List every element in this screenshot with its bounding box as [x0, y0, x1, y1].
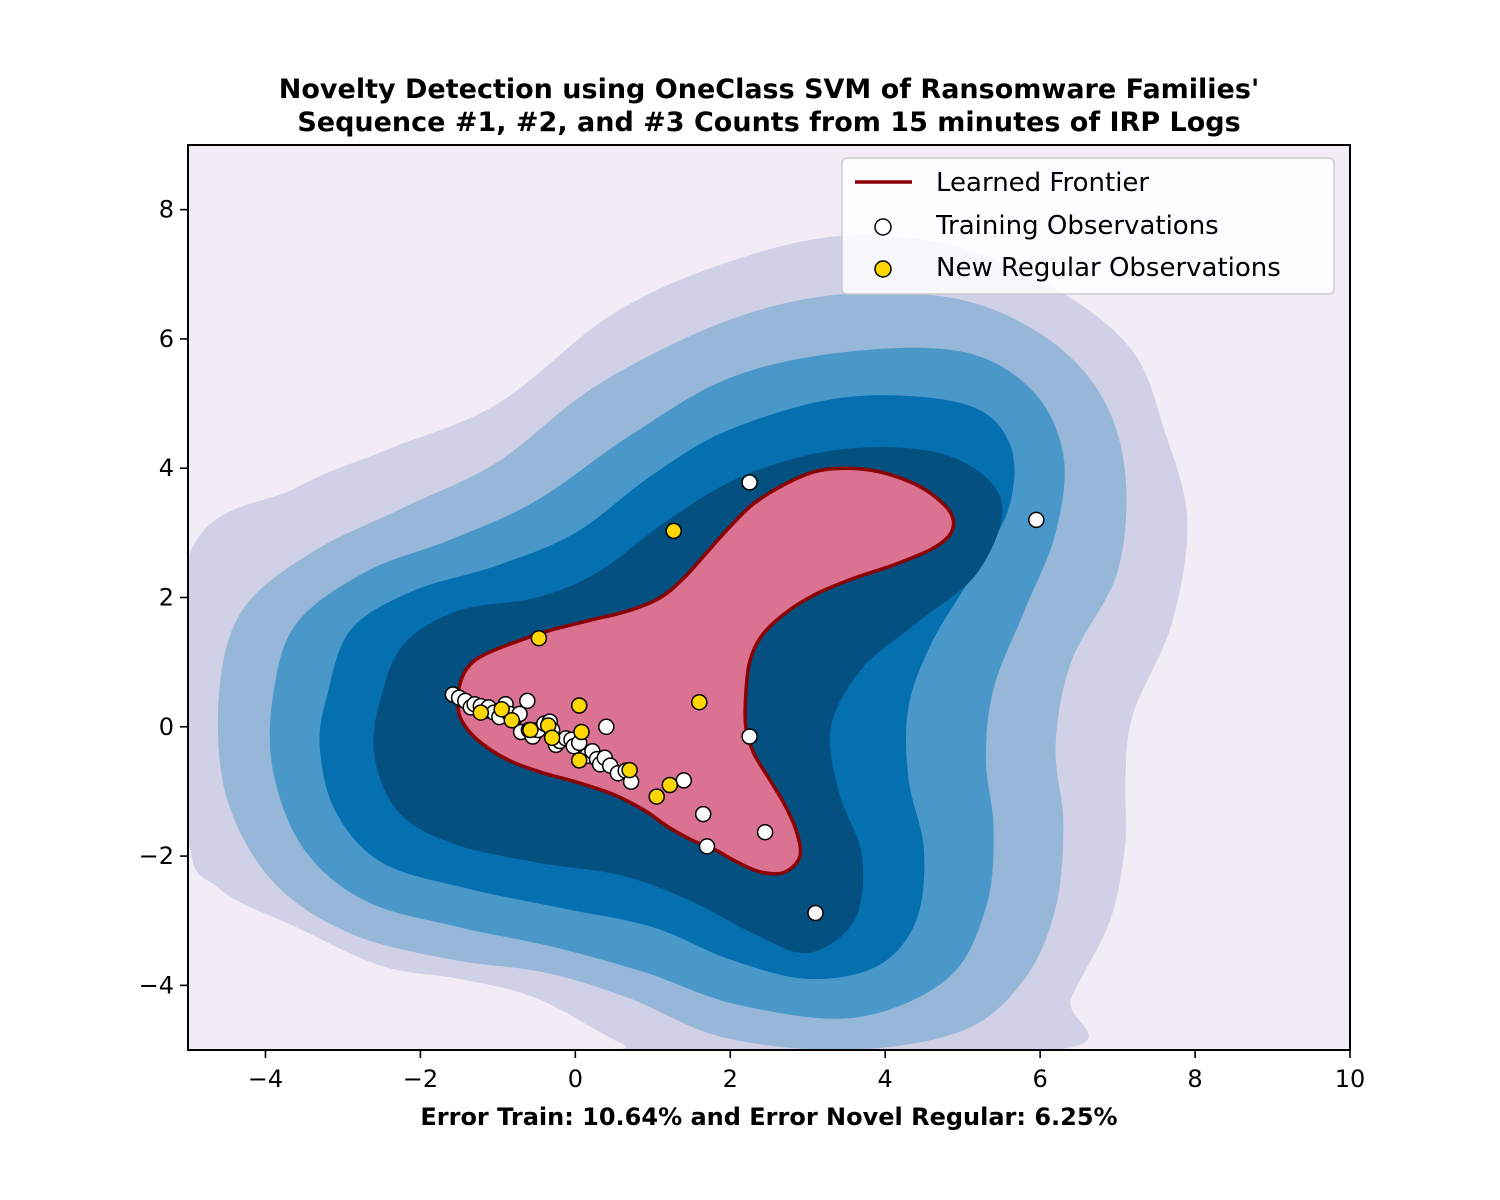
- x-tick-label: 10: [1335, 1065, 1366, 1093]
- chart-title-line-1: Novelty Detection using OneClass SVM of …: [279, 74, 1259, 105]
- new-regular-point: [691, 693, 708, 711]
- training-point: [741, 728, 758, 745]
- new-regular-point: [472, 704, 490, 721]
- x-tick-label: 4: [878, 1065, 893, 1093]
- chart-title-line-2: Sequence #1, #2, and #3 Counts from 15 m…: [297, 107, 1240, 138]
- new-regular-point: [665, 522, 682, 540]
- new-regular-points-group: [472, 522, 708, 805]
- new-regular-point: [570, 697, 588, 714]
- training-point: [598, 718, 615, 736]
- y-tick-label: 2: [159, 584, 174, 612]
- legend-new-regular-swatch: [874, 260, 892, 278]
- legend-label-frontier: Learned Frontier: [936, 168, 1149, 198]
- plot-area: [188, 145, 1350, 1050]
- x-tick-label: 0: [568, 1065, 583, 1093]
- y-tick-label: 4: [159, 454, 174, 482]
- x-tick-label: −4: [248, 1065, 283, 1093]
- legend-training-swatch: [874, 218, 892, 236]
- y-axis-ticks: −4 −2 0 2 4 6 8: [139, 196, 188, 999]
- legend-label-training: Training Observations: [935, 211, 1219, 241]
- new-regular-point: [573, 723, 590, 741]
- x-tick-label: 2: [723, 1065, 738, 1093]
- new-regular-point: [522, 721, 539, 739]
- training-point: [1028, 511, 1045, 529]
- new-regular-point: [543, 729, 561, 747]
- new-regular-point: [493, 701, 510, 718]
- new-regular-point: [503, 712, 521, 729]
- x-tick-label: 6: [1032, 1065, 1047, 1093]
- training-point: [807, 904, 824, 922]
- y-tick-label: −2: [139, 842, 174, 870]
- new-regular-point: [570, 752, 588, 769]
- frontier-fill-region: [457, 468, 954, 874]
- x-axis-ticks: −4 −2 0 2 4 6 8 10: [248, 1050, 1366, 1093]
- x-tick-label: 8: [1187, 1065, 1202, 1093]
- legend-box: [841, 157, 1335, 295]
- new-regular-point: [661, 776, 679, 794]
- training-point: [694, 805, 712, 823]
- learned-frontier-line: [456, 466, 956, 876]
- training-point: [519, 692, 536, 710]
- x-axis-label: Error Train: 10.64% and Error Novel Regu…: [420, 1103, 1117, 1131]
- legend-label-new-regular: New Regular Observations: [936, 253, 1281, 283]
- new-regular-point: [530, 629, 548, 647]
- training-point: [741, 474, 758, 491]
- training-point: [698, 838, 716, 855]
- legend: Learned Frontier Training Observations N…: [841, 157, 1335, 295]
- y-tick-label: 0: [159, 713, 174, 741]
- x-tick-label: −2: [403, 1065, 438, 1093]
- y-tick-label: 6: [159, 325, 174, 353]
- y-tick-label: −4: [139, 971, 174, 999]
- training-point: [756, 823, 774, 841]
- training-point: [675, 772, 693, 789]
- new-regular-point: [621, 761, 638, 779]
- new-regular-point: [648, 788, 665, 805]
- y-tick-label: 8: [159, 196, 174, 224]
